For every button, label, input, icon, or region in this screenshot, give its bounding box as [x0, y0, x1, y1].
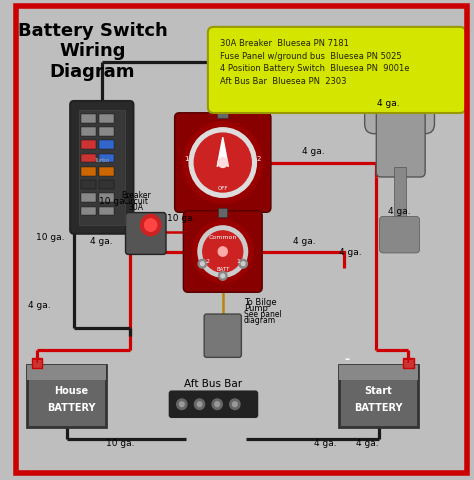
- Text: 4 ga.: 4 ga.: [293, 236, 316, 245]
- Circle shape: [218, 247, 228, 257]
- FancyBboxPatch shape: [365, 67, 435, 134]
- Circle shape: [219, 272, 227, 281]
- Circle shape: [194, 399, 205, 410]
- Bar: [339, 365, 418, 380]
- Bar: [99, 128, 114, 137]
- Text: Aft Bus Bar: Aft Bus Bar: [184, 378, 243, 388]
- Text: +: +: [403, 352, 414, 365]
- FancyBboxPatch shape: [204, 314, 241, 358]
- Circle shape: [197, 402, 202, 407]
- Circle shape: [183, 122, 262, 204]
- Text: 4 ga.: 4 ga.: [302, 146, 325, 156]
- Bar: [99, 194, 114, 203]
- Text: 4 ga.: 4 ga.: [91, 236, 113, 245]
- FancyBboxPatch shape: [403, 358, 413, 369]
- Circle shape: [177, 399, 187, 410]
- Polygon shape: [217, 138, 228, 167]
- FancyBboxPatch shape: [126, 213, 166, 255]
- Bar: [81, 155, 96, 163]
- Bar: [99, 155, 114, 163]
- FancyBboxPatch shape: [380, 217, 419, 253]
- FancyBboxPatch shape: [32, 358, 42, 369]
- Circle shape: [194, 134, 251, 192]
- Text: Pump: Pump: [244, 303, 268, 312]
- Text: 2: 2: [206, 259, 210, 264]
- FancyBboxPatch shape: [70, 102, 134, 234]
- Circle shape: [203, 231, 243, 273]
- FancyBboxPatch shape: [376, 110, 425, 178]
- Bar: [218, 209, 228, 218]
- FancyBboxPatch shape: [174, 114, 271, 213]
- FancyBboxPatch shape: [170, 392, 257, 417]
- Text: BATTERY: BATTERY: [355, 402, 403, 412]
- Circle shape: [239, 260, 247, 268]
- FancyBboxPatch shape: [27, 365, 107, 427]
- FancyBboxPatch shape: [79, 110, 125, 226]
- Text: 2: 2: [257, 156, 261, 162]
- Circle shape: [241, 262, 245, 266]
- Bar: [99, 168, 114, 176]
- Text: Circuit: Circuit: [123, 196, 148, 205]
- Text: BATTERY: BATTERY: [47, 402, 96, 412]
- Text: Battery Switch
Wiring
Diagram: Battery Switch Wiring Diagram: [18, 22, 167, 81]
- Circle shape: [189, 129, 256, 198]
- Text: 10 ga.: 10 ga.: [167, 214, 195, 223]
- Text: 10 ga.: 10 ga.: [106, 438, 135, 447]
- Bar: [81, 194, 96, 203]
- Circle shape: [201, 262, 204, 266]
- Bar: [81, 181, 96, 190]
- Bar: [81, 141, 96, 150]
- Text: 30A Breaker  Bluesea PN 7181
Fuse Panel w/ground bus  Bluesea PN 5025
4 Position: 30A Breaker Bluesea PN 7181 Fuse Panel w…: [220, 39, 410, 86]
- Text: +: +: [32, 352, 43, 365]
- Text: 4 ga.: 4 ga.: [388, 206, 411, 216]
- Text: Common: Common: [209, 235, 237, 240]
- FancyBboxPatch shape: [183, 211, 262, 293]
- Bar: [99, 141, 114, 150]
- Text: 1: 1: [236, 259, 240, 264]
- Text: See panel: See panel: [244, 309, 282, 318]
- Circle shape: [218, 158, 228, 168]
- Bar: [99, 181, 114, 190]
- FancyBboxPatch shape: [208, 28, 465, 114]
- Circle shape: [233, 402, 237, 407]
- Circle shape: [140, 215, 161, 236]
- Text: 10 ga.: 10 ga.: [36, 233, 65, 242]
- Circle shape: [221, 275, 225, 278]
- Bar: [393, 168, 406, 226]
- Circle shape: [192, 221, 253, 283]
- Text: 4 ga.: 4 ga.: [339, 247, 362, 256]
- Circle shape: [180, 402, 184, 407]
- Bar: [217, 108, 228, 119]
- Bar: [99, 207, 114, 216]
- Bar: [81, 128, 96, 137]
- Text: House: House: [55, 385, 89, 395]
- Text: OFF: OFF: [218, 186, 228, 191]
- Text: Start: Start: [365, 385, 392, 395]
- Text: 4 ga.: 4 ga.: [27, 300, 50, 309]
- Circle shape: [198, 260, 207, 268]
- Circle shape: [212, 399, 222, 410]
- Bar: [81, 207, 96, 216]
- FancyBboxPatch shape: [339, 365, 418, 427]
- Text: Breaker: Breaker: [121, 191, 151, 200]
- Text: 1: 1: [184, 156, 189, 162]
- Text: 4 ga.: 4 ga.: [314, 438, 337, 447]
- Circle shape: [198, 227, 247, 277]
- Text: -: -: [344, 352, 349, 365]
- Bar: [81, 115, 96, 123]
- Text: BATT: BATT: [216, 267, 229, 272]
- Text: diagram: diagram: [244, 315, 276, 324]
- Circle shape: [230, 399, 240, 410]
- Bar: [27, 365, 107, 380]
- Text: Turbo: Turbo: [94, 158, 109, 163]
- Bar: [81, 168, 96, 176]
- Text: 30A: 30A: [128, 202, 143, 211]
- Text: 4 ga.: 4 ga.: [377, 98, 400, 108]
- Text: To Bilge: To Bilge: [244, 298, 276, 307]
- Bar: [99, 115, 114, 123]
- Circle shape: [145, 219, 157, 232]
- Text: 4 ga.: 4 ga.: [356, 438, 378, 447]
- Text: 10 ga.: 10 ga.: [99, 197, 128, 206]
- Circle shape: [215, 402, 219, 407]
